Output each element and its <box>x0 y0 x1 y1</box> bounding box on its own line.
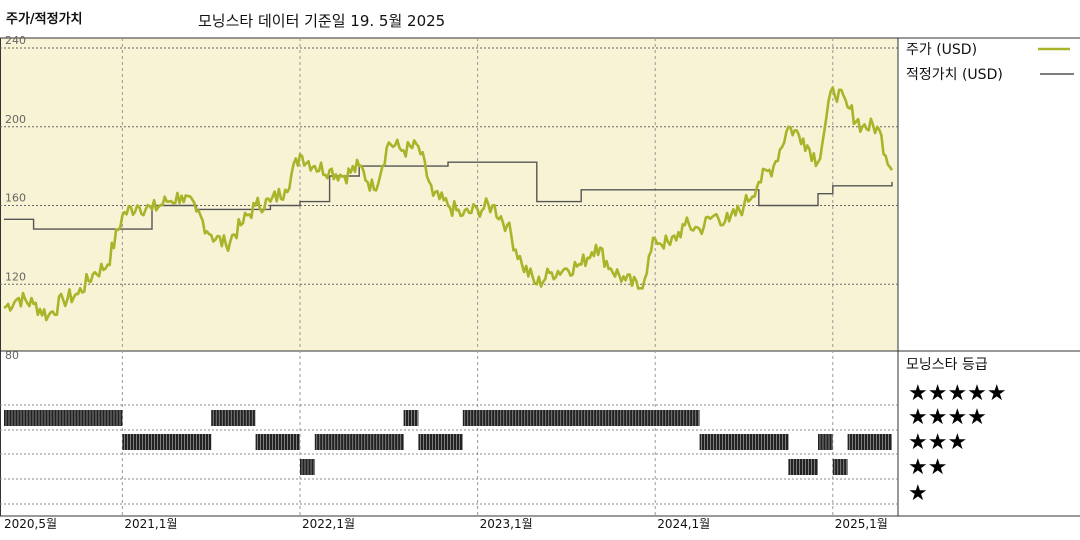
rating-level-label: ★★★★ <box>908 405 987 430</box>
y-tick-label: 160 <box>5 192 26 205</box>
rating-bar <box>403 410 419 426</box>
rating-bar-fill <box>314 434 404 450</box>
price-series-line <box>3 86 894 322</box>
rating-title: 모닝스타 등급 <box>906 357 988 373</box>
rating-bar <box>255 434 300 450</box>
rating-lane-lines <box>0 404 898 505</box>
x-tick-label: 2023,1월 <box>480 517 533 531</box>
rating-bar <box>462 410 700 426</box>
y-tick-label: 200 <box>5 113 26 126</box>
rating-bar-fill <box>462 410 700 426</box>
rating-bar-fill <box>122 434 212 450</box>
y-tick-label: 240 <box>5 34 26 47</box>
rating-bar <box>818 434 833 450</box>
legend-fair-label: 적정가치 (USD) <box>906 67 1003 83</box>
x-tick-label: 2024,1월 <box>657 517 710 531</box>
rating-level-labels: ★★★★★★★★★★★★★★★ <box>908 381 1007 506</box>
x-tick-label: 2020,5월 <box>4 517 57 531</box>
rating-bar <box>788 459 818 475</box>
rating-bar <box>122 434 212 450</box>
price-panel-bg <box>0 38 898 351</box>
rating-level-label: ★ <box>908 481 928 506</box>
y-tick-label: 80 <box>5 349 19 362</box>
legend: 주가 (USD) 적정가치 (USD) <box>906 42 1074 83</box>
chart-subtitle: 모닝스타 데이터 기준일 19. 5월 2025 <box>198 12 446 30</box>
x-tick-label: 2021,1월 <box>124 517 177 531</box>
x-tick-labels: 2020,5월 2021,1월 2022,1월 2023,1월 2024,1월 2025,… <box>4 517 888 531</box>
rating-bar-fill <box>788 459 818 475</box>
rating-bar <box>847 434 892 450</box>
rating-bar <box>418 434 463 450</box>
rating-bar-fill <box>699 434 789 450</box>
rating-bar <box>699 434 789 450</box>
y-tick-labels: 240 200 160 120 80 <box>5 34 26 362</box>
rating-bar <box>4 410 123 426</box>
x-tick-label: 2022,1월 <box>302 517 355 531</box>
rating-bar <box>211 410 256 426</box>
rating-bar <box>314 434 404 450</box>
legend-price-label: 주가 (USD) <box>906 42 977 58</box>
chart-title: 주가/적정가치 <box>6 12 83 27</box>
rating-bar <box>300 459 315 475</box>
rating-level-label: ★★ <box>908 455 947 480</box>
rating-level-label: ★★★ <box>908 430 967 455</box>
rating-level-label: ★★★★★ <box>908 381 1007 406</box>
fair-value-series-line <box>4 161 893 230</box>
rating-bars <box>4 410 892 475</box>
rating-bar <box>832 459 848 475</box>
y-tick-label: 120 <box>5 270 26 283</box>
x-tick-label: 2025,1월 <box>835 517 888 531</box>
